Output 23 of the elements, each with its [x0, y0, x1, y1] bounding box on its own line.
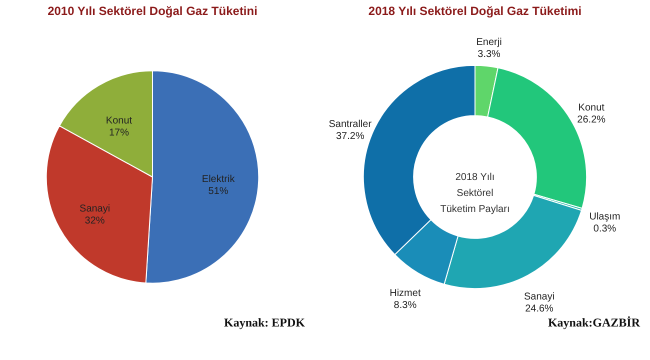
data-label: 24.6% — [525, 303, 554, 314]
chart-title: 2010 Yılı Sektörel Doğal Gaz Tüketini — [48, 4, 258, 18]
slice-label: Santraller — [328, 119, 372, 130]
slice-label: Enerji — [476, 37, 502, 48]
slice-label: Ulaşım — [589, 211, 620, 222]
text: 2018 Yılı Sektörel Tüketim Payları — [440, 172, 510, 215]
slice-label: Konut — [106, 115, 132, 126]
slice-label: Hizmet — [390, 288, 421, 300]
data-label: 17% — [108, 127, 130, 138]
text: Kaynak:GAZBİR — [548, 316, 640, 330]
data-label: 37.2% — [336, 131, 364, 142]
data-label: 0.3% — [593, 223, 616, 234]
data-label: 26.2% — [577, 114, 606, 126]
slice-label: Elektrik — [202, 174, 236, 186]
data-label: 32% — [84, 216, 105, 227]
chart-title: 2018 Yılı Sektörel Doğal Gaz Tüketimi — [368, 4, 582, 18]
data-label: 3.3% — [478, 49, 501, 60]
slice-label: Sanayi — [80, 204, 110, 215]
text: Kaynak: EPDK — [224, 316, 306, 330]
slice-label: Sanayi — [524, 291, 555, 302]
data-label: 51% — [208, 186, 228, 198]
data-label: 8.3% — [394, 300, 417, 312]
slice-label: Konut — [578, 102, 605, 114]
